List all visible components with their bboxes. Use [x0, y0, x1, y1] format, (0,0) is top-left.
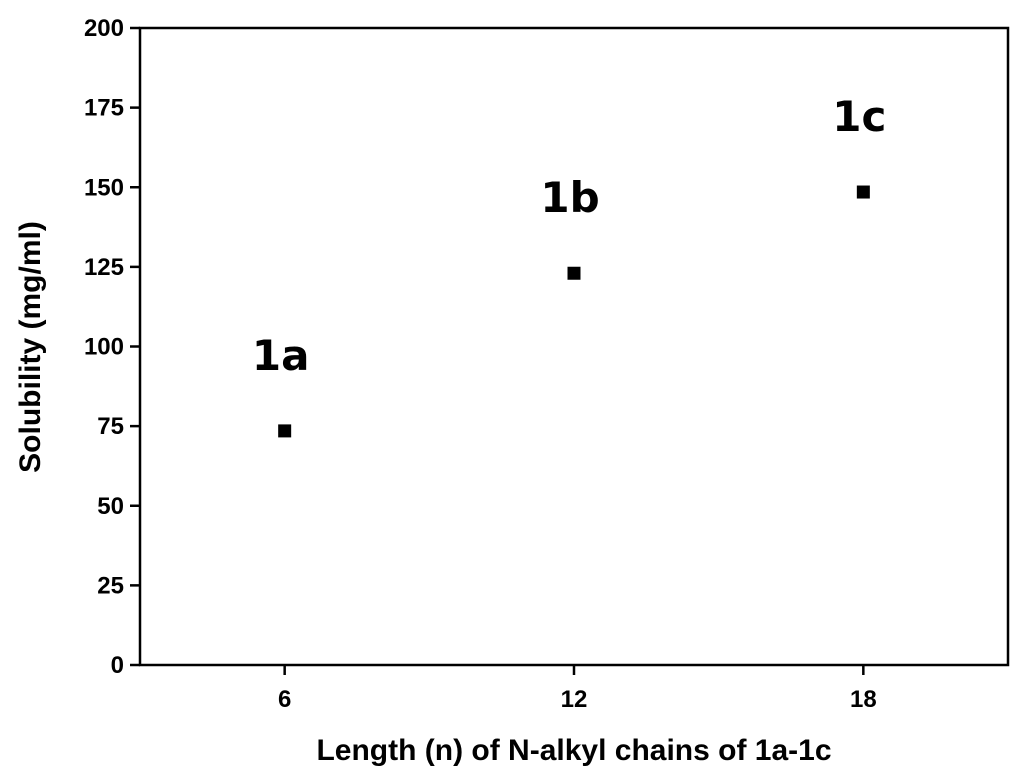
data-point-marker [567, 266, 581, 280]
data-point-marker [856, 185, 870, 199]
y-axis-title: Solubility (mg/ml) [14, 221, 47, 473]
y-tick-label: 25 [97, 572, 124, 599]
y-tick-label: 75 [97, 413, 124, 440]
data-point-label: 1c [832, 92, 886, 141]
data-point-label: 1a [252, 331, 310, 380]
data-point-label: 1b [540, 173, 599, 222]
y-tick-label: 200 [84, 15, 124, 42]
y-tick-label: 125 [84, 254, 124, 281]
y-tick-label: 150 [84, 174, 124, 201]
x-axis-ticks: 6 12 18 [278, 665, 877, 713]
x-axis-title: Length (n) of N-alkyl chains of 1a-1c [316, 734, 831, 767]
y-tick-label: 100 [84, 334, 124, 361]
y-tick-label: 50 [97, 493, 124, 520]
y-tick-label: 175 [84, 95, 124, 122]
y-axis-ticks: 0 25 50 75 100 125 150 175 200 [84, 15, 140, 679]
data-point-marker [278, 424, 292, 438]
data-points: 1a 1b 1c [252, 92, 886, 438]
x-tick-label: 18 [850, 686, 877, 713]
x-tick-label: 12 [561, 686, 588, 713]
x-tick-label: 6 [278, 686, 291, 713]
y-tick-label: 0 [111, 652, 124, 679]
